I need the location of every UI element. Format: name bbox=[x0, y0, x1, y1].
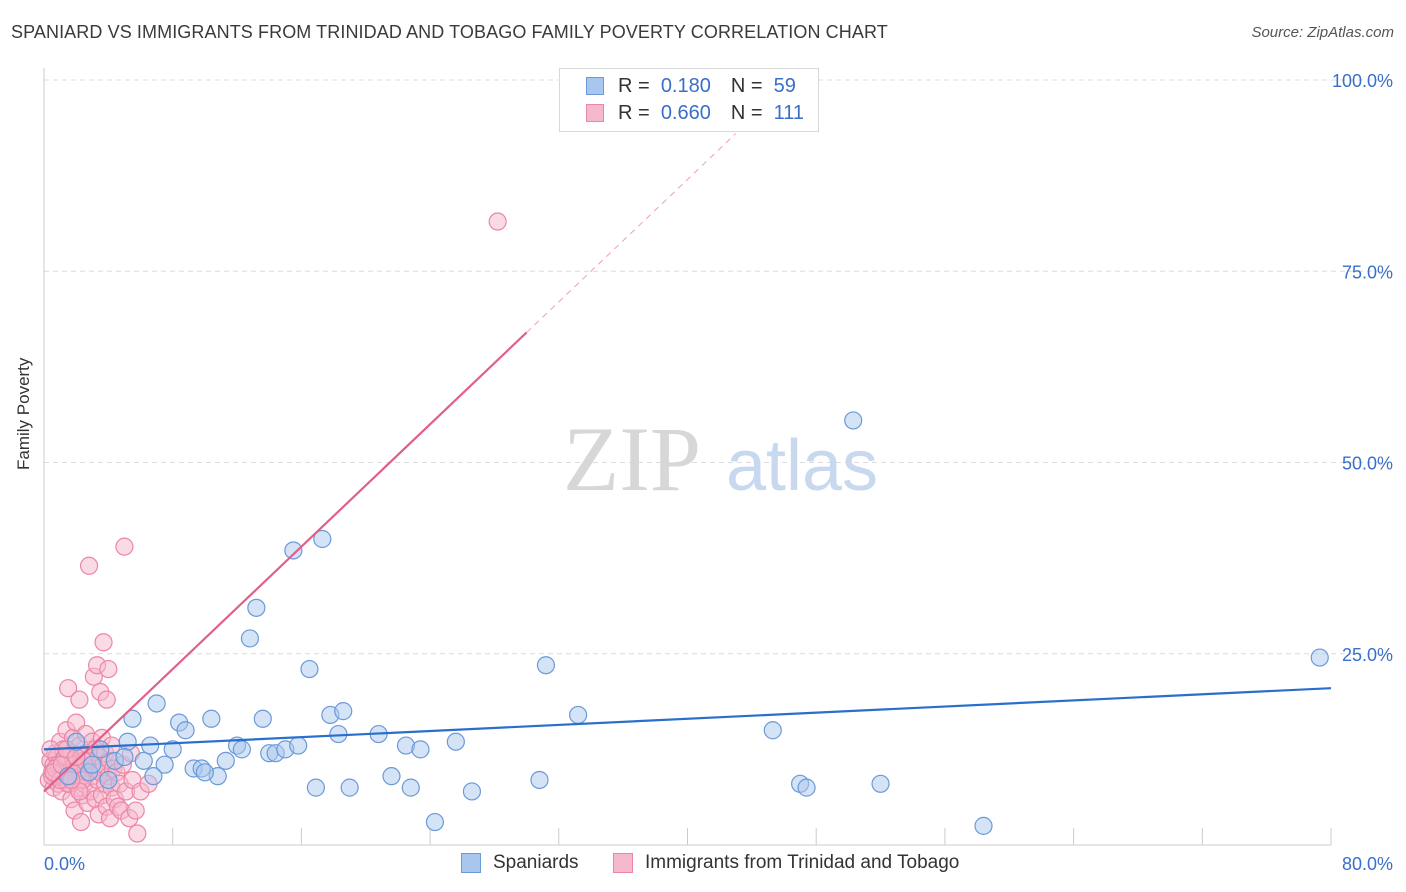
spaniard-point bbox=[232, 740, 251, 759]
x-tick-label: 0.0% bbox=[44, 854, 85, 874]
spaniard-point bbox=[446, 732, 465, 751]
spaniard-point bbox=[253, 709, 272, 728]
chart-title: SPANIARD VS IMMIGRANTS FROM TRINIDAD AND… bbox=[11, 22, 888, 42]
axes bbox=[43, 68, 1332, 846]
spaniard-point bbox=[974, 816, 993, 835]
legend-row-spaniards: R = 0.180 N = 59 bbox=[586, 74, 796, 98]
watermark-zip: ZIP bbox=[563, 408, 701, 510]
spaniard-point bbox=[1310, 648, 1329, 667]
trinidad-point bbox=[115, 537, 134, 556]
spaniard-point bbox=[123, 709, 142, 728]
trend-line-trinidad bbox=[43, 331, 528, 793]
spaniard-point bbox=[763, 721, 782, 740]
y-tick-label: 75.0% bbox=[1342, 262, 1393, 282]
spaniard-point bbox=[313, 529, 332, 549]
legend-swatch-pink bbox=[586, 104, 604, 122]
spaniard-point bbox=[195, 763, 214, 782]
spaniard-point bbox=[176, 721, 195, 740]
y-tick-label: 50.0% bbox=[1342, 454, 1393, 474]
spaniard-point bbox=[202, 709, 221, 728]
trend-lines bbox=[43, 133, 1332, 793]
trinidad-point bbox=[97, 690, 116, 709]
trinidad-point bbox=[79, 556, 99, 575]
legend-n-value: 111 bbox=[773, 101, 805, 124]
spaniard-point bbox=[147, 694, 166, 713]
spaniard-point bbox=[536, 656, 556, 675]
bottom-legend-label: Spaniards bbox=[493, 852, 579, 873]
trinidad-point bbox=[126, 801, 145, 820]
trinidad-point bbox=[128, 824, 147, 843]
spaniard-point bbox=[300, 659, 319, 679]
bottom-legend: Spaniards Immigrants from Trinidad and T… bbox=[0, 852, 1406, 878]
bottom-legend-spaniards[interactable]: Spaniards bbox=[461, 852, 579, 874]
trinidad-point bbox=[488, 212, 507, 231]
spaniard-point bbox=[306, 778, 325, 797]
legend-swatch-blue bbox=[586, 77, 604, 95]
spaniard-point bbox=[334, 702, 353, 721]
spaniard-point bbox=[289, 736, 308, 755]
bottom-legend-trinidad[interactable]: Immigrants from Trinidad and Tobago bbox=[613, 852, 959, 874]
spaniard-point bbox=[216, 751, 235, 770]
spaniard-point bbox=[115, 747, 134, 767]
spaniard-point bbox=[401, 778, 420, 797]
spaniard-point bbox=[530, 770, 549, 790]
watermark-atlas: atlas bbox=[726, 426, 878, 506]
spaniard-point bbox=[284, 541, 303, 560]
grid-lines bbox=[44, 79, 1393, 655]
spaniard-point bbox=[144, 767, 163, 786]
trinidad-point bbox=[99, 659, 118, 679]
spaniard-point bbox=[59, 767, 78, 786]
spaniard-point bbox=[425, 812, 445, 832]
spaniard-point bbox=[797, 778, 816, 797]
trend-line-trinidad bbox=[526, 133, 737, 333]
y-axis-label: Family Poverty bbox=[14, 357, 33, 470]
spaniard-point bbox=[163, 740, 182, 759]
legend-r-label: R = bbox=[618, 74, 650, 97]
trinidad-point bbox=[94, 633, 113, 652]
spaniard-point bbox=[240, 629, 260, 648]
spaniard-point bbox=[871, 774, 890, 793]
trend-line-spaniards bbox=[43, 687, 1332, 751]
spaniard-point bbox=[67, 732, 86, 751]
spaniard-point bbox=[83, 755, 102, 774]
spaniard-point bbox=[569, 705, 588, 725]
source-label: Source: ZipAtlas.com bbox=[1251, 24, 1394, 41]
bottom-legend-swatch-blue bbox=[461, 853, 481, 873]
spaniard-point bbox=[155, 755, 174, 774]
legend-stats: R = 0.180 N = 59 R = 0.660 N = 111 bbox=[559, 68, 819, 132]
legend-n-label: N = bbox=[730, 101, 763, 124]
legend-n-label: N = bbox=[730, 74, 763, 97]
trinidad-point bbox=[70, 690, 89, 709]
spaniard-point bbox=[411, 740, 430, 759]
legend-n-value: 59 bbox=[773, 74, 796, 97]
legend-r-value: 0.660 bbox=[660, 101, 711, 124]
watermark: ZIP atlas bbox=[563, 408, 878, 510]
spaniard-point bbox=[844, 411, 863, 430]
spaniard-point bbox=[91, 740, 110, 759]
spaniard-point bbox=[134, 751, 153, 770]
trinidad-point bbox=[59, 679, 78, 698]
spaniard-point bbox=[382, 767, 401, 786]
y-tick-label: 100.0% bbox=[1332, 71, 1393, 91]
bottom-legend-swatch-pink bbox=[613, 853, 633, 873]
y-tick-label: 25.0% bbox=[1342, 645, 1393, 665]
tick-labels: 25.0% 50.0% 75.0% 100.0% 0.0% 80.0% bbox=[44, 71, 1393, 874]
legend-r-value: 0.180 bbox=[660, 74, 711, 97]
spaniard-point bbox=[247, 598, 266, 617]
spaniard-point bbox=[462, 782, 482, 801]
trinidad-point bbox=[67, 747, 86, 767]
legend-r-label: R = bbox=[618, 101, 650, 124]
trinidad-point bbox=[71, 812, 91, 832]
spaniard-point bbox=[340, 778, 359, 797]
bottom-legend-label: Immigrants from Trinidad and Tobago bbox=[645, 852, 960, 873]
x-tick-label: 80.0% bbox=[1342, 854, 1393, 874]
spaniard-point bbox=[118, 732, 137, 751]
legend-row-trinidad: R = 0.660 N = 111 bbox=[586, 101, 804, 125]
spaniard-point bbox=[99, 770, 118, 790]
